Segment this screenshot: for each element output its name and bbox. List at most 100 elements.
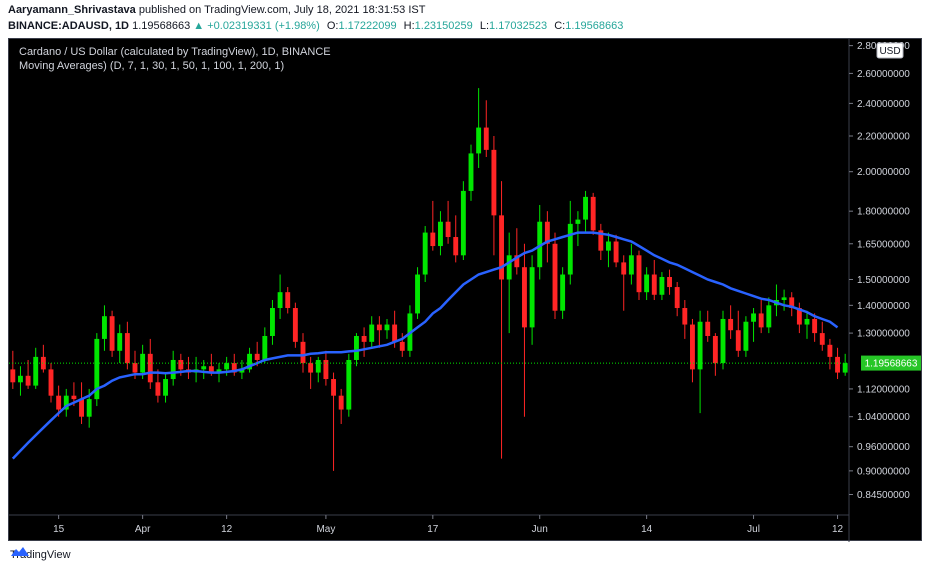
candle-body bbox=[315, 359, 321, 373]
y-tick-label: 0.90000000 bbox=[857, 466, 910, 477]
candle-body bbox=[644, 274, 650, 293]
candle-body bbox=[796, 308, 802, 325]
candle-body bbox=[239, 369, 245, 373]
candle-body bbox=[682, 308, 688, 325]
x-tick-label: 15 bbox=[53, 524, 65, 535]
x-tick-label: May bbox=[316, 524, 335, 535]
candle-body bbox=[18, 375, 23, 383]
candle-body bbox=[789, 297, 795, 309]
y-tick-label: 0.96000000 bbox=[857, 442, 910, 453]
candle-body bbox=[827, 344, 833, 357]
last-price: 1.19568663 bbox=[132, 20, 191, 32]
open-value: 1.17222099 bbox=[338, 20, 397, 32]
y-tick-label: 0.84500000 bbox=[857, 490, 910, 501]
candle-body bbox=[575, 219, 581, 224]
y-tick-label: 1.04000000 bbox=[857, 412, 910, 423]
candle-body bbox=[812, 318, 818, 334]
candle-body bbox=[109, 316, 115, 351]
candle-body bbox=[277, 292, 283, 309]
candle-body bbox=[758, 313, 764, 328]
candle-body bbox=[422, 232, 428, 275]
candle-body bbox=[56, 395, 62, 410]
candle-body bbox=[247, 353, 252, 370]
candle-body bbox=[819, 333, 825, 345]
candle-body bbox=[163, 379, 168, 396]
candle-body bbox=[63, 395, 69, 410]
y-tick-label: 1.12000000 bbox=[857, 384, 910, 395]
y-tick-label: 1.80000000 bbox=[857, 207, 910, 218]
candle-body bbox=[453, 237, 459, 256]
candle-body bbox=[743, 321, 749, 351]
candle-body bbox=[102, 316, 107, 339]
candle-body bbox=[514, 255, 520, 268]
close-value: 1.19568663 bbox=[565, 20, 624, 32]
candle-body bbox=[178, 359, 184, 370]
candle-body bbox=[346, 359, 352, 410]
price-chart[interactable]: Cardano / US Dollar (calculated by Tradi… bbox=[9, 39, 923, 542]
low-value: 1.17032523 bbox=[489, 20, 548, 32]
candle-body bbox=[254, 353, 260, 360]
publish-info: Aaryamann_Shrivastava published on Tradi… bbox=[8, 4, 425, 16]
candle-body bbox=[270, 308, 275, 336]
candle-body bbox=[376, 324, 382, 331]
candle-body bbox=[361, 335, 367, 342]
currency-badge[interactable]: USD bbox=[876, 42, 904, 59]
chart-header: Aaryamann_Shrivastava published on Tradi… bbox=[0, 0, 936, 38]
candle-body bbox=[338, 395, 344, 410]
symbol-label: BINANCE:ADAUSD, 1D bbox=[8, 20, 130, 32]
candle-body bbox=[606, 241, 611, 251]
tradingview-footer[interactable]: TradingView bbox=[10, 545, 71, 565]
candle-body bbox=[697, 321, 703, 370]
low-label: L: bbox=[479, 20, 490, 32]
candle-body bbox=[10, 369, 16, 383]
candle-body bbox=[544, 221, 550, 244]
candle-body bbox=[583, 196, 588, 220]
candle-body bbox=[292, 308, 298, 342]
y-tick-label: 1.40000000 bbox=[857, 301, 910, 312]
y-tick-label: 1.30000000 bbox=[857, 329, 910, 340]
candle-body bbox=[529, 267, 535, 328]
candle-body bbox=[430, 232, 436, 247]
candle-body bbox=[48, 369, 54, 396]
candle-body bbox=[33, 356, 39, 386]
candle-body bbox=[392, 324, 398, 342]
candle-body bbox=[40, 356, 46, 370]
candle-body bbox=[728, 318, 734, 331]
x-tick-label: Jun bbox=[532, 524, 548, 535]
candle-body bbox=[491, 149, 497, 216]
candle-body bbox=[201, 366, 207, 370]
y-tick-label: 2.00000000 bbox=[857, 167, 910, 178]
y-tick-label: 1.50000000 bbox=[857, 275, 910, 286]
candle-body bbox=[86, 399, 92, 417]
author-name[interactable]: Aaryamann_Shrivastava bbox=[8, 4, 136, 16]
candle-body bbox=[445, 221, 451, 238]
candle-body bbox=[705, 321, 711, 336]
last-price-tag-bg bbox=[861, 355, 921, 371]
candle-body bbox=[71, 395, 77, 400]
high-value: 1.23150259 bbox=[414, 20, 473, 32]
candle-body bbox=[155, 382, 161, 396]
candle-body bbox=[438, 221, 443, 247]
candle-body bbox=[674, 287, 680, 309]
candle-body bbox=[460, 190, 466, 256]
candle-body bbox=[369, 324, 375, 342]
candle-body bbox=[124, 333, 130, 364]
high-label: H: bbox=[403, 20, 415, 32]
y-tick-label: 2.40000000 bbox=[857, 99, 910, 110]
candle-body bbox=[720, 318, 726, 364]
candle-body bbox=[415, 274, 420, 314]
publish-date: published on TradingView.com, July 18, 2… bbox=[138, 4, 426, 16]
moving-average-line bbox=[11, 231, 839, 460]
chart-area[interactable]: Cardano / US Dollar (calculated by Tradi… bbox=[8, 38, 923, 542]
open-label: O: bbox=[326, 20, 339, 32]
candle-body bbox=[560, 274, 566, 311]
candle-body bbox=[25, 375, 31, 386]
candle-body bbox=[399, 341, 405, 351]
candle-body bbox=[552, 243, 558, 311]
candle-body bbox=[384, 324, 390, 331]
candle-body bbox=[94, 338, 100, 400]
chart-title: Cardano / US Dollar (calculated by Tradi… bbox=[19, 46, 331, 58]
last-price-tag-text: 1.19568663 bbox=[865, 359, 918, 370]
y-tick-label: 1.65000000 bbox=[857, 239, 910, 250]
candle-body bbox=[224, 363, 230, 370]
